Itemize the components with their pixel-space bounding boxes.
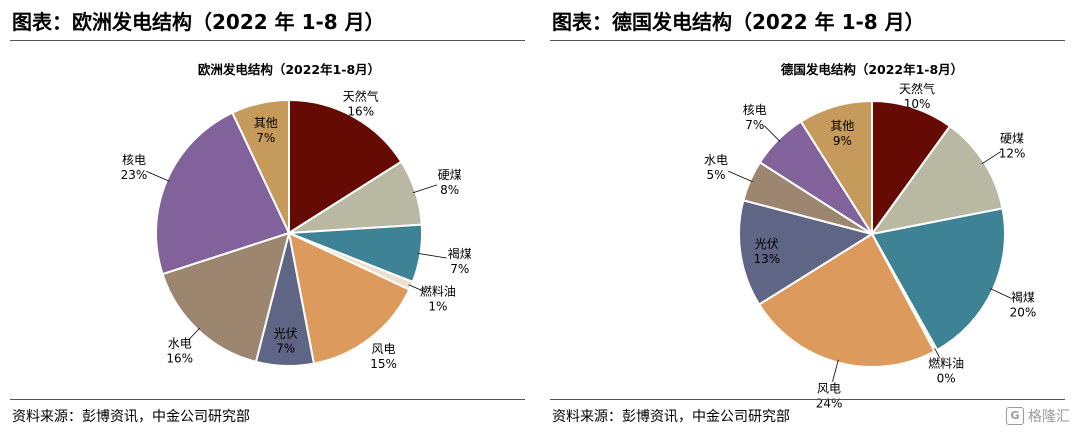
pie-slice-0: [871, 99, 952, 238]
slice-label: 水电 16%: [166, 336, 193, 365]
pie-slice-5: [738, 199, 875, 306]
chart-title: 欧洲发电结构（2022年1-8月）: [198, 62, 380, 77]
slice-label: 核电 7%: [743, 103, 767, 132]
slice-value: 0%: [937, 371, 956, 385]
leader-line: [990, 288, 1012, 299]
slice-value: 10%: [904, 97, 931, 111]
germany-pie-chart: 德国发电结构（2022年1-8月） 天然气 10% 硬煤 12% 褐煤 20% 燃料油 0% 风电…: [704, 62, 1037, 411]
slice-value: 12%: [999, 146, 1026, 160]
europe-pie-chart: 欧洲发电结构（2022年1-8月）天然气 16%硬煤 8%褐煤 7%燃料油 1%风电 15…: [121, 62, 472, 371]
pie-slice-0: [288, 98, 403, 235]
leader-line: [188, 327, 201, 340]
slice-value: 9%: [833, 134, 852, 148]
slice-value: 5%: [707, 168, 726, 182]
leader-line: [417, 252, 447, 259]
source-rule: [550, 399, 1065, 400]
slice-label: 天然气 10%: [899, 81, 935, 111]
leader-line: [934, 348, 941, 358]
slice-name: 燃料油: [420, 283, 456, 298]
gelonghui-logo-icon: G: [1006, 407, 1024, 425]
slice-name: 硬煤: [1000, 131, 1024, 145]
slice-name: 核电: [122, 153, 146, 167]
slice-value: 7%: [450, 262, 469, 276]
pie-slice-8: [231, 98, 290, 234]
slice-name: 核电: [743, 103, 767, 117]
leader-line: [408, 284, 426, 293]
slice-label: 褐煤 20%: [1010, 290, 1037, 320]
source-rule: [10, 399, 525, 400]
slice-label: 风电 24%: [816, 382, 843, 411]
slice-value: 7%: [256, 131, 275, 145]
slice-name: 风电: [372, 342, 396, 356]
leader-line: [981, 151, 1002, 165]
germany-panel: 图表：德国发电结构（2022 年 1-8 月） 德国发电结构（2022年1-8月…: [540, 0, 1080, 432]
pie-slice-8: [799, 99, 873, 238]
slice-value: 24%: [816, 397, 843, 411]
slice-name: 其他: [830, 119, 854, 133]
slice-name: 水电: [704, 153, 728, 167]
leader-line: [412, 184, 438, 194]
source-note: 资料来源：彭博资讯，中金公司研究部: [552, 409, 790, 425]
title-rule: [550, 40, 1065, 41]
slice-label: 风电 15%: [370, 342, 397, 371]
slice-value: 16%: [166, 351, 193, 365]
pie-slice-4: [287, 231, 411, 365]
slice-label: 水电 5%: [704, 153, 728, 182]
slice-label: 燃料油 1%: [420, 283, 456, 313]
leader-line: [146, 170, 170, 182]
figure-title: 图表：德国发电结构（2022 年 1-8 月）: [552, 10, 925, 34]
slice-value: 8%: [440, 183, 459, 197]
slice-name: 燃料油: [928, 355, 964, 370]
slice-label: 光伏 7%: [274, 326, 298, 355]
slice-label: 核电 23%: [121, 153, 148, 182]
slice-name: 其他: [254, 116, 278, 130]
europe-panel: 图表：欧洲发电结构（2022 年 1-8 月） 欧洲发电结构（2022年1-8月…: [10, 10, 525, 425]
slice-value: 13%: [753, 252, 780, 266]
leader-line: [728, 170, 753, 183]
watermark: G 格隆汇: [1006, 406, 1070, 426]
title-rule: [10, 40, 525, 41]
slice-name: 褐煤: [448, 246, 472, 261]
slice-value: 20%: [1010, 306, 1037, 320]
slice-label: 光伏 13%: [753, 237, 780, 266]
slice-label: 褐煤 7%: [448, 246, 472, 276]
slice-name: 水电: [168, 336, 192, 350]
slice-label: 燃料油 0%: [928, 355, 964, 385]
slice-name: 硬煤: [438, 168, 462, 182]
slice-label: 硬煤 12%: [999, 131, 1026, 160]
slice-value: 7%: [276, 341, 295, 355]
slice-label: 其他 7%: [254, 116, 278, 145]
slice-name: 天然气: [899, 81, 935, 96]
slice-label: 硬煤 8%: [438, 168, 462, 197]
slice-label: 天然气 16%: [343, 88, 379, 118]
leader-line: [763, 125, 781, 142]
slice-name: 风电: [817, 382, 841, 396]
slice-label: 其他 9%: [830, 119, 854, 148]
chart-title: 德国发电结构（2022年1-8月）: [781, 62, 963, 77]
slice-value: 16%: [347, 104, 374, 118]
slice-value: 15%: [370, 357, 397, 371]
leader-line: [832, 359, 839, 382]
figure-title: 图表：欧洲发电结构（2022 年 1-8 月）: [12, 10, 385, 34]
slice-value: 1%: [428, 299, 447, 313]
slice-value: 23%: [121, 168, 148, 182]
watermark-text: 格隆汇: [1028, 409, 1070, 425]
slice-value: 7%: [745, 118, 764, 132]
slice-name: 光伏: [274, 326, 298, 340]
slice-name: 天然气: [343, 88, 379, 103]
slice-name: 褐煤: [1011, 290, 1035, 305]
slice-name: 光伏: [755, 237, 779, 251]
source-note: 资料来源：彭博资讯，中金公司研究部: [12, 409, 250, 425]
